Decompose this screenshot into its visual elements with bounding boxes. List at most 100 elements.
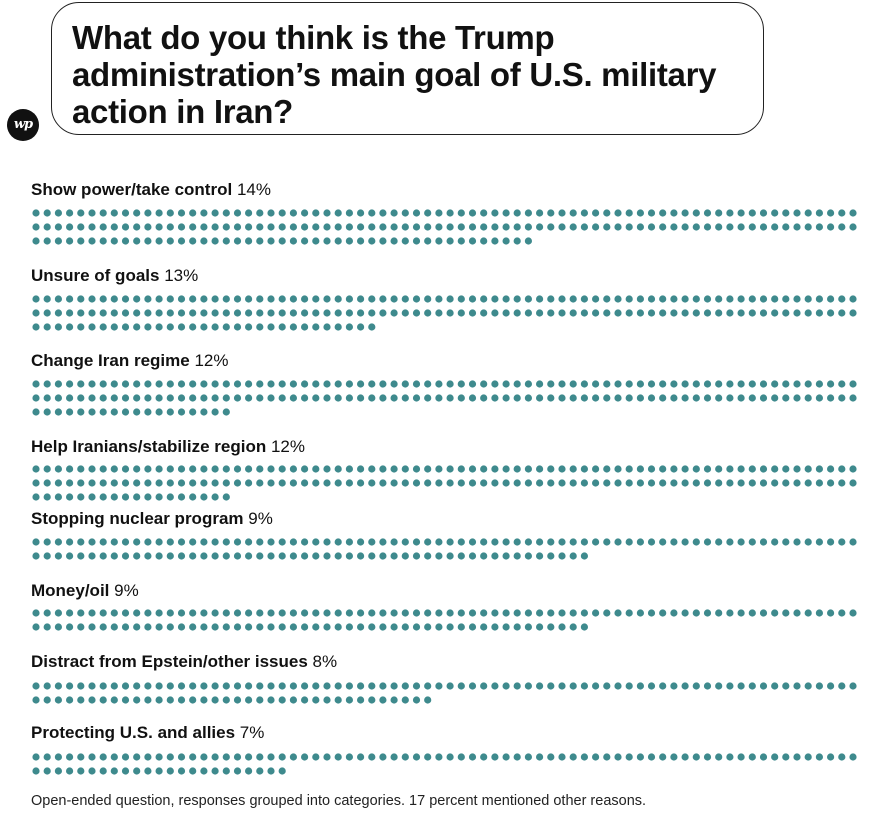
response-dot [54, 623, 63, 631]
response-dot [480, 609, 488, 617]
response-dot [144, 323, 152, 331]
response-dot [771, 753, 779, 761]
response-dot [424, 223, 432, 231]
response-dot [412, 479, 421, 487]
response-dot [54, 696, 63, 704]
response-dot [580, 223, 589, 231]
response-dot [177, 323, 186, 331]
response-dot [603, 538, 611, 546]
response-dot [357, 237, 365, 245]
response-dot [267, 209, 275, 217]
response-dot [110, 295, 118, 303]
response-dot [569, 682, 577, 690]
response-dot [390, 394, 398, 402]
response-dot [491, 479, 499, 487]
response-dot [334, 223, 342, 231]
response-dot [189, 309, 197, 317]
response-dot [636, 380, 645, 388]
response-dot [312, 323, 320, 331]
response-dot [245, 323, 253, 331]
response-dot [32, 465, 40, 473]
response-dot [838, 682, 846, 690]
response-dot [77, 767, 85, 775]
response-dot [659, 394, 667, 402]
response-dot [827, 479, 835, 487]
response-dot [726, 380, 734, 388]
response-dot [681, 209, 689, 217]
response-dot [625, 309, 633, 317]
response-dot [144, 223, 152, 231]
response-dot [468, 380, 477, 388]
response-dot [211, 209, 219, 217]
response-dot [401, 465, 409, 473]
response-dot [323, 538, 331, 546]
response-dot [256, 209, 264, 217]
response-dot [703, 295, 712, 303]
response-dot [793, 295, 801, 303]
response-dot [312, 394, 320, 402]
response-dot [424, 309, 432, 317]
response-dot [401, 552, 409, 560]
response-dot [43, 609, 51, 617]
response-dot [256, 767, 264, 775]
response-dot [457, 237, 465, 245]
response-dot [121, 623, 130, 631]
response-dot [66, 295, 74, 303]
response-dot [636, 465, 645, 473]
response-dot [133, 753, 141, 761]
response-dot [737, 394, 745, 402]
response-dot [502, 538, 510, 546]
response-dot [838, 209, 846, 217]
response-dot [838, 479, 846, 487]
response-dot [32, 223, 40, 231]
response-dot [245, 394, 253, 402]
response-dot [782, 394, 790, 402]
response-dot [110, 682, 118, 690]
response-dot [211, 493, 219, 501]
response-dot [334, 538, 342, 546]
response-dot [771, 479, 779, 487]
response-dot [99, 493, 107, 501]
response-dot [144, 609, 152, 617]
response-dot [827, 380, 835, 388]
response-dot [189, 408, 197, 416]
response-dot [357, 209, 365, 217]
response-dot [323, 552, 331, 560]
response-dot [558, 380, 566, 388]
response-dot [177, 753, 186, 761]
response-dot [177, 552, 186, 560]
response-dot [435, 295, 443, 303]
response-dot [636, 209, 645, 217]
response-dot [334, 682, 342, 690]
response-dot [513, 394, 521, 402]
response-dot [43, 295, 51, 303]
response-dot [815, 682, 824, 690]
response-dot [211, 309, 219, 317]
response-dot [737, 538, 745, 546]
response-dot [66, 380, 74, 388]
response-dot [222, 609, 230, 617]
response-dot [715, 682, 723, 690]
response-dot [379, 552, 387, 560]
response-dot [166, 223, 174, 231]
category-value: 12% [270, 437, 305, 456]
response-dot [189, 493, 197, 501]
response-dot [189, 696, 197, 704]
response-dot [211, 394, 219, 402]
response-dot [748, 682, 756, 690]
response-dot [379, 696, 387, 704]
response-dot [424, 479, 432, 487]
response-dot [647, 609, 656, 617]
response-dot [256, 394, 264, 402]
response-dot [838, 380, 846, 388]
response-dot [692, 465, 700, 473]
response-dot [54, 380, 63, 388]
response-dot [513, 753, 521, 761]
response-dot [345, 479, 353, 487]
response-dot [547, 309, 555, 317]
response-dot [200, 538, 208, 546]
response-dot [267, 323, 275, 331]
response-dot [345, 309, 353, 317]
response-dot [401, 237, 409, 245]
response-dot [681, 380, 689, 388]
